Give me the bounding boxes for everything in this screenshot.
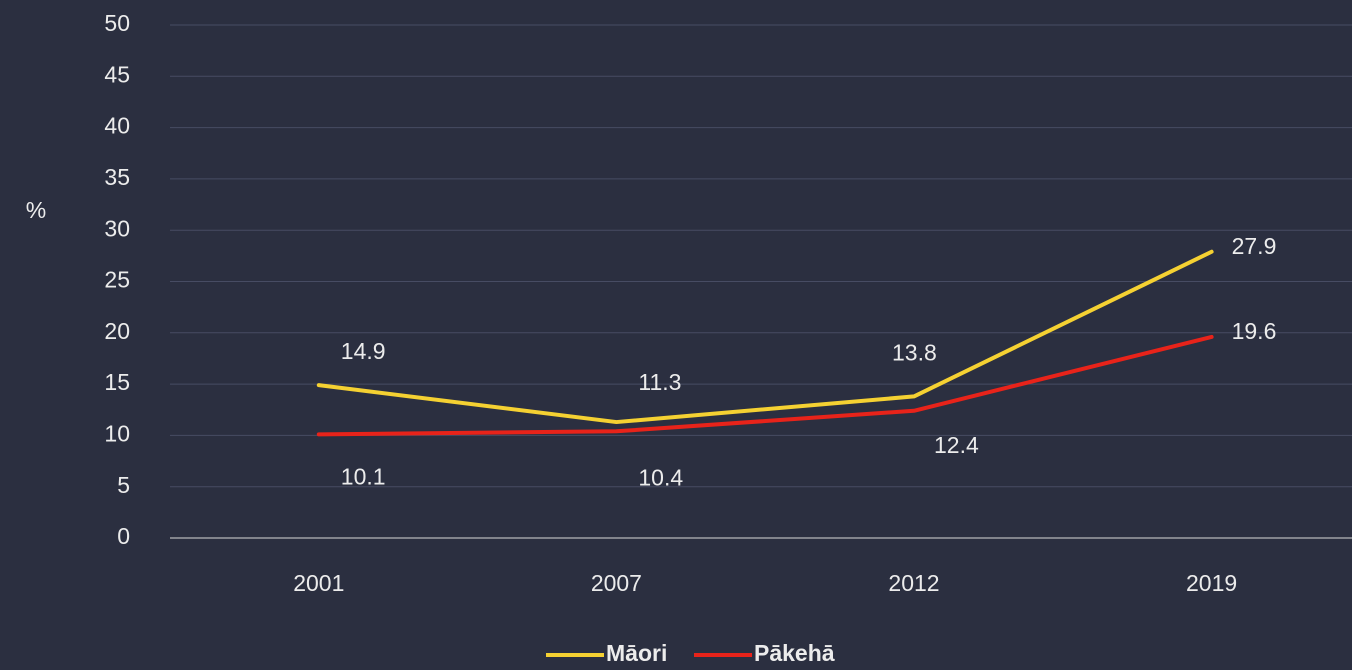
- data-label: 13.8: [892, 339, 937, 365]
- y-tick-label: 10: [104, 420, 130, 446]
- data-label: 27.9: [1232, 233, 1277, 259]
- x-tick-label: 2019: [1186, 570, 1237, 596]
- data-label: 10.4: [638, 464, 683, 490]
- line-series: [316, 334, 1214, 437]
- y-tick-label: 50: [104, 10, 130, 36]
- legend-label: Pākehā: [754, 640, 835, 666]
- y-tick-label: 30: [104, 215, 130, 241]
- x-tick-label: 2001: [293, 570, 344, 596]
- data-label: 10.1: [341, 463, 386, 489]
- legend-label: Māori: [606, 640, 667, 666]
- data-label: 12.4: [934, 432, 979, 458]
- y-tick-label: 15: [104, 369, 130, 395]
- data-label: 11.3: [638, 369, 681, 395]
- y-tick-label: 20: [104, 318, 130, 344]
- y-tick-label: 40: [104, 113, 130, 139]
- y-tick-label: 45: [104, 61, 130, 87]
- y-tick-label: 5: [117, 472, 130, 498]
- data-label: 19.6: [1232, 318, 1277, 344]
- y-tick-label: 35: [104, 164, 130, 190]
- data-label: 14.9: [341, 338, 386, 364]
- y-tick-label: 0: [117, 523, 130, 549]
- y-tick-label: 25: [104, 267, 130, 293]
- y-axis-label: %: [26, 197, 46, 223]
- x-tick-label: 2012: [888, 570, 939, 596]
- x-tick-label: 2007: [591, 570, 642, 596]
- line-series: [316, 249, 1214, 425]
